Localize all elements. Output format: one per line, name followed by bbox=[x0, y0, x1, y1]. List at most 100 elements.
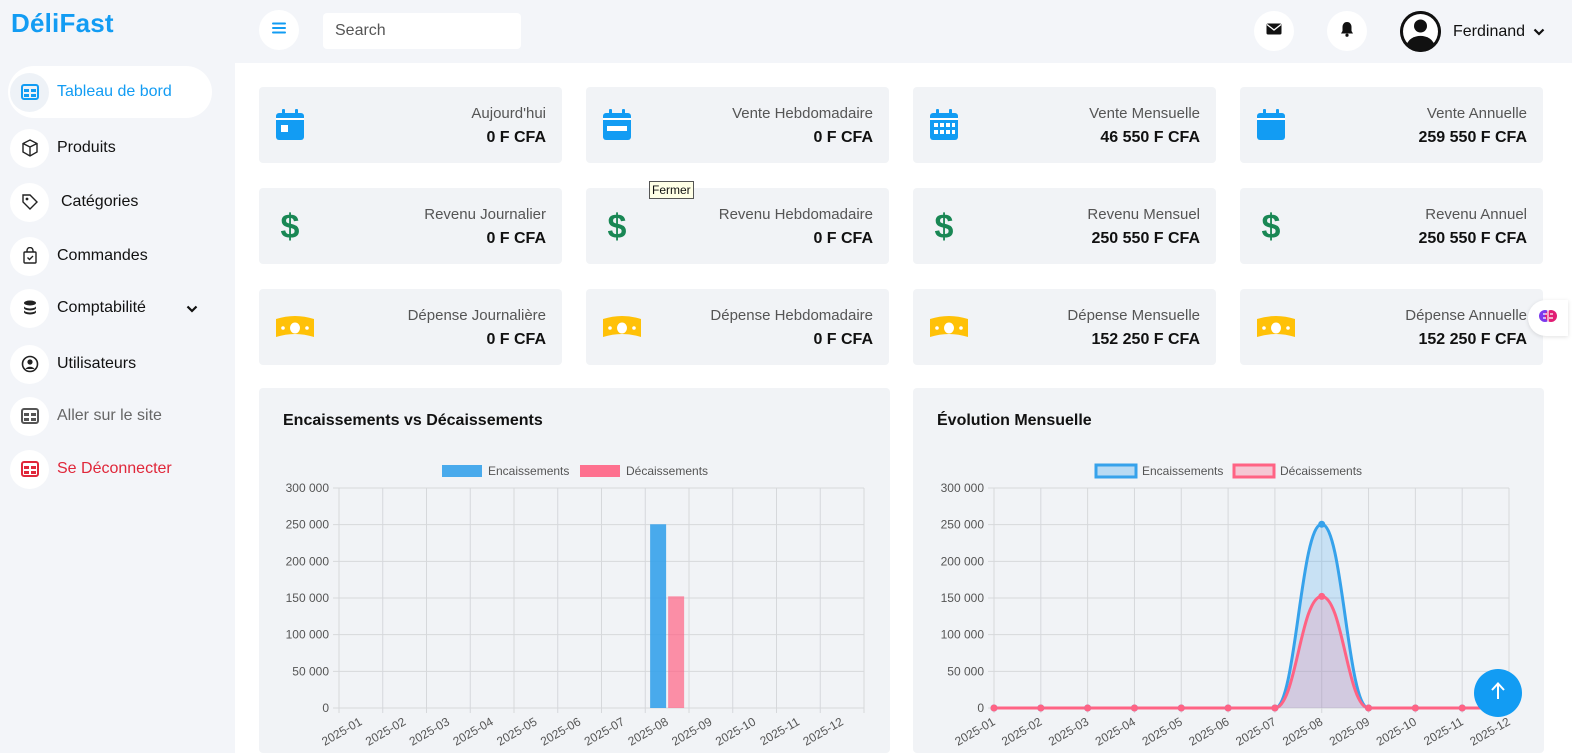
legend-label[interactable]: Encaissements bbox=[488, 464, 569, 478]
table-icon bbox=[10, 396, 49, 436]
data-point[interactable] bbox=[1411, 704, 1419, 712]
card-label: Vente Hebdomadaire bbox=[732, 105, 873, 122]
sidebar-item-dashboard[interactable]: Tableau de bord bbox=[8, 66, 212, 118]
coins-icon bbox=[10, 288, 49, 328]
x-tick-label: 2025-01 bbox=[952, 714, 997, 748]
x-tick-label: 2025-03 bbox=[407, 714, 452, 748]
legend-swatch[interactable] bbox=[1232, 463, 1276, 479]
bar-encaissements[interactable] bbox=[650, 524, 667, 708]
card-label: Revenu Annuel bbox=[1425, 206, 1527, 223]
data-point[interactable] bbox=[1365, 704, 1373, 712]
messages-button[interactable] bbox=[1254, 11, 1294, 51]
series-line-decaissements[interactable] bbox=[993, 594, 1509, 710]
app-logo[interactable]: DéliFast bbox=[11, 8, 114, 38]
sidebar-item-label: Produits bbox=[57, 139, 116, 156]
menu-toggle-button[interactable] bbox=[259, 10, 299, 50]
card-label: Aujourd'hui bbox=[471, 105, 546, 122]
card-value: 0 F CFA bbox=[486, 230, 546, 247]
legend-label[interactable]: Encaissements bbox=[1142, 464, 1223, 478]
calendar-year-icon bbox=[1254, 108, 1288, 142]
sidebar-item-label: Commandes bbox=[57, 247, 148, 264]
y-tick-label: 0 bbox=[322, 701, 329, 715]
arrow-up-icon bbox=[1490, 681, 1506, 706]
chart-title: Évolution Mensuelle bbox=[937, 412, 1092, 429]
x-tick-label: 2025-11 bbox=[758, 714, 803, 748]
data-point[interactable] bbox=[1084, 704, 1092, 712]
calendar-week-icon bbox=[600, 108, 634, 142]
data-point[interactable] bbox=[1318, 592, 1326, 600]
legend-swatch[interactable] bbox=[442, 465, 482, 477]
bar-decaissements[interactable] bbox=[668, 596, 685, 708]
sidebar-item-logout[interactable]: Se Déconnecter bbox=[8, 443, 212, 495]
chart-legend: Encaissements Décaissements bbox=[442, 464, 708, 478]
card-revenue-yearly: $ Revenu Annuel 250 550 F CFA bbox=[1240, 188, 1543, 264]
data-point[interactable] bbox=[1271, 704, 1279, 712]
sidebar-item-categories[interactable]: Catégories bbox=[8, 176, 212, 228]
dollar-icon: $ bbox=[1254, 209, 1288, 243]
bell-icon bbox=[1340, 21, 1354, 42]
money-bill-icon bbox=[927, 310, 971, 344]
calendar-month-icon bbox=[927, 108, 961, 142]
card-revenue-monthly: $ Revenu Mensuel 250 550 F CFA bbox=[913, 188, 1216, 264]
tag-icon bbox=[10, 182, 49, 222]
brain-icon bbox=[1538, 306, 1558, 331]
sidebar-item-label: Se Déconnecter bbox=[57, 460, 172, 477]
data-point[interactable] bbox=[1318, 520, 1326, 528]
data-point[interactable] bbox=[1130, 704, 1138, 712]
x-tick-label: 2025-05 bbox=[494, 714, 539, 748]
x-tick-label: 2025-01 bbox=[319, 714, 364, 748]
x-tick-label: 2025-05 bbox=[1140, 714, 1185, 748]
card-label: Dépense Hebdomadaire bbox=[710, 307, 873, 324]
legend-swatch[interactable] bbox=[580, 465, 620, 477]
sidebar-item-visit-site[interactable]: Aller sur le site bbox=[8, 390, 212, 442]
card-value: 0 F CFA bbox=[486, 331, 546, 348]
data-point[interactable] bbox=[1224, 704, 1232, 712]
card-label: Revenu Journalier bbox=[424, 206, 546, 223]
legend-label[interactable]: Décaissements bbox=[626, 464, 708, 478]
data-point[interactable] bbox=[990, 704, 998, 712]
y-tick-label: 150 000 bbox=[286, 591, 330, 605]
money-bill-icon bbox=[273, 310, 317, 344]
svg-text:$: $ bbox=[1262, 209, 1281, 243]
x-tick-label: 2025-10 bbox=[713, 714, 758, 748]
card-sales-monthly: Vente Mensuelle 46 550 F CFA bbox=[913, 87, 1216, 163]
data-point[interactable] bbox=[1177, 704, 1185, 712]
chevron-down-icon bbox=[186, 300, 198, 318]
money-bill-icon bbox=[600, 310, 644, 344]
card-label: Vente Mensuelle bbox=[1089, 105, 1200, 122]
x-tick-label: 2025-02 bbox=[999, 714, 1044, 748]
y-tick-label: 50 000 bbox=[947, 664, 984, 678]
card-sales-today: Aujourd'hui 0 F CFA bbox=[259, 87, 562, 163]
sidebar-item-orders[interactable]: Commandes bbox=[8, 230, 212, 282]
x-tick-label: 2025-10 bbox=[1374, 714, 1419, 748]
chart-legend: Encaissements Décaissements bbox=[1094, 463, 1362, 479]
svg-text:$: $ bbox=[608, 209, 627, 243]
chart-grid bbox=[988, 487, 1510, 713]
data-point[interactable] bbox=[1458, 704, 1466, 712]
sidebar-item-users[interactable]: Utilisateurs bbox=[8, 338, 212, 390]
x-tick-label: 2025-06 bbox=[1186, 714, 1231, 748]
card-sales-weekly: Vente Hebdomadaire 0 F CFA bbox=[586, 87, 889, 163]
data-point[interactable] bbox=[1037, 704, 1045, 712]
card-label: Dépense Mensuelle bbox=[1067, 307, 1200, 324]
sidebar-item-accounting[interactable]: Comptabilité bbox=[8, 282, 212, 334]
area-chart: 0 50 000 100 000 150 000 200 000 250 000 300 0… bbox=[941, 463, 1513, 749]
card-value: 250 550 F CFA bbox=[1091, 230, 1201, 247]
x-tick-label: 2025-11 bbox=[1421, 714, 1466, 748]
notifications-button[interactable] bbox=[1327, 11, 1367, 51]
assistant-button[interactable] bbox=[1528, 300, 1568, 336]
card-revenue-weekly: $ Revenu Hebdomadaire 0 F CFA bbox=[586, 188, 889, 264]
user-circle-icon bbox=[10, 344, 49, 384]
y-tick-label: 200 000 bbox=[941, 554, 985, 568]
series-line-encaissements[interactable] bbox=[993, 522, 1509, 710]
user-name: Ferdinand bbox=[1453, 22, 1526, 40]
legend-swatch[interactable] bbox=[1094, 463, 1138, 479]
scroll-top-button[interactable] bbox=[1474, 669, 1522, 717]
search-input[interactable] bbox=[323, 13, 521, 49]
dashboard-icon bbox=[10, 72, 49, 112]
sidebar-item-products[interactable]: Produits bbox=[8, 122, 212, 174]
user-menu[interactable]: Ferdinand bbox=[1400, 11, 1545, 52]
box-icon bbox=[10, 128, 49, 168]
legend-label[interactable]: Décaissements bbox=[1280, 464, 1362, 478]
sidebar-item-label: Comptabilité bbox=[57, 299, 146, 316]
